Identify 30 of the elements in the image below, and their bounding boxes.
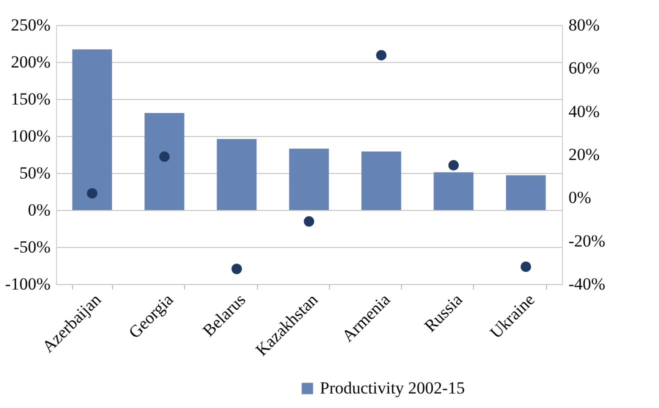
point [376,50,387,60]
y-tick-label: 150% [10,90,50,108]
y2-tick-label: -40% [568,274,606,294]
y-tick-label: 100% [10,126,50,146]
legend-label: Productivity 2002-15 [320,378,465,398]
y2-tick-label: 0% [568,188,592,208]
y2-tick-label: 80% [568,16,600,34]
y2-tick-label: -20% [568,231,606,250]
point [86,188,98,199]
y2-tick-label: 60% [568,58,600,78]
y-tick-label: -100% [5,274,50,294]
y-tick-label: 200% [10,52,50,72]
y2-tick-label: 20% [568,145,600,164]
point [520,262,532,272]
bar [506,175,546,210]
bar [216,138,257,210]
bar [144,113,184,210]
bar [434,172,474,210]
y-tick-label: -50% [14,238,50,256]
y-tick-label: 50% [19,164,50,182]
y2-tick-label: 40% [568,102,600,121]
point [304,216,314,227]
point [231,264,242,274]
point [448,160,459,171]
bar [72,49,112,210]
y-tick-label: 250% [10,16,50,34]
y-tick-label: 0% [28,200,50,220]
bar [361,152,402,210]
point [159,151,170,162]
bar [289,148,329,210]
